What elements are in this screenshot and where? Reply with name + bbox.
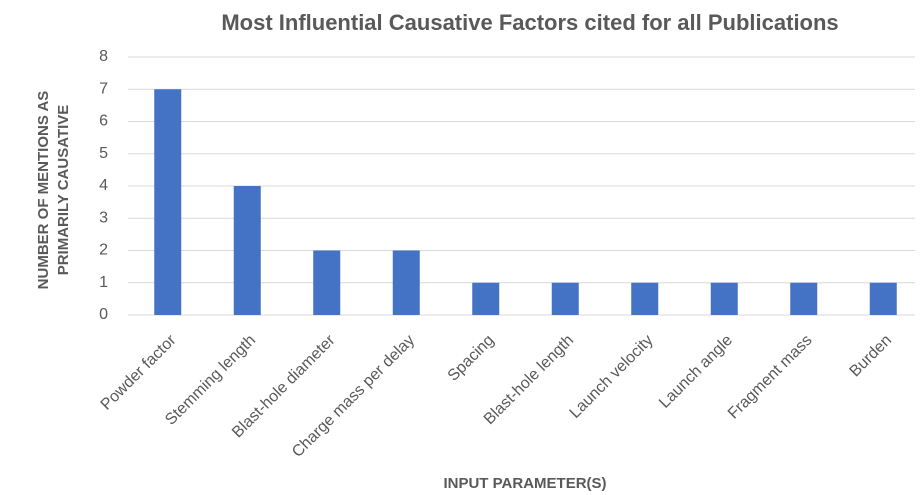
bar <box>551 282 579 315</box>
x-tick-label: Blast-hole length <box>481 332 577 428</box>
bar <box>472 282 500 315</box>
bar <box>392 250 420 315</box>
y-tick-label: 5 <box>99 145 108 162</box>
bar <box>313 250 341 315</box>
bar <box>154 89 182 315</box>
y-tick-label: 2 <box>99 242 108 259</box>
bar <box>869 282 897 315</box>
y-tick-label: 6 <box>99 113 108 130</box>
y-tick-label: 3 <box>99 209 108 226</box>
x-tick-label: Fragment mass <box>725 332 816 423</box>
x-tick-label: Launch velocity <box>567 332 657 422</box>
y-tick-label: 0 <box>99 306 108 323</box>
bar <box>710 282 738 315</box>
y-tick-label: 8 <box>99 48 108 65</box>
bar <box>233 186 261 315</box>
chart-title: Most Influential Causative Factors cited… <box>221 10 838 35</box>
x-tick-label: Spacing <box>445 332 498 385</box>
y-axis-title: NUMBER OF MENTIONS AS PRIMARILY CAUSATIV… <box>35 90 72 290</box>
x-axis-title: INPUT PARAMETER(S) <box>443 475 606 492</box>
x-tick-label: Powder factor <box>98 331 180 413</box>
y-tick-label: 4 <box>99 177 108 194</box>
bar <box>631 282 659 315</box>
x-tick-label: Burden <box>847 332 896 381</box>
x-tick-label: Launch angle <box>656 332 736 412</box>
y-tick-label: 7 <box>99 80 108 97</box>
bar <box>790 282 818 315</box>
y-tick-label: 1 <box>99 274 108 291</box>
